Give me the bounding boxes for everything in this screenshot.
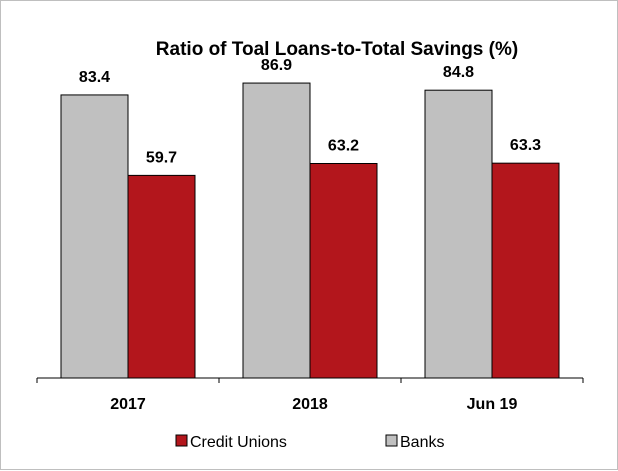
data-label-banks-1: 86.9 bbox=[261, 57, 292, 74]
bar-credit-unions-1 bbox=[309, 162, 378, 379]
x-axis-ticks: 2017 2018 Jun 19 bbox=[36, 378, 584, 413]
x-tick-label-2: Jun 19 bbox=[467, 396, 518, 413]
bar-credit-unions-2 bbox=[491, 162, 560, 379]
legend: Credit Unions Banks bbox=[175, 434, 444, 451]
bar-credit-unions-0 bbox=[127, 174, 196, 379]
chart-title: Ratio of Toal Loans-to-Total Savings (%) bbox=[156, 39, 518, 60]
x-tick-label-1: 2018 bbox=[292, 396, 328, 413]
data-label-credit-unions-1: 63.2 bbox=[328, 137, 359, 154]
bar-area: 83.4 59.7 86.9 63.2 84.8 63.3 bbox=[60, 57, 560, 379]
data-label-banks-0: 83.4 bbox=[79, 69, 110, 86]
data-label-credit-unions-2: 63.3 bbox=[510, 137, 541, 154]
bar-banks-1 bbox=[242, 82, 311, 379]
legend-label-credit-unions: Credit Unions bbox=[190, 434, 287, 451]
legend-swatch-banks bbox=[385, 434, 398, 447]
bar-banks-2 bbox=[424, 89, 493, 379]
bar-banks-0 bbox=[60, 94, 129, 379]
x-tick-label-0: 2017 bbox=[110, 396, 146, 413]
data-label-banks-2: 84.8 bbox=[443, 64, 474, 81]
legend-swatch-credit-unions bbox=[175, 434, 188, 447]
data-label-credit-unions-0: 59.7 bbox=[146, 149, 177, 166]
legend-label-banks: Banks bbox=[400, 434, 444, 451]
